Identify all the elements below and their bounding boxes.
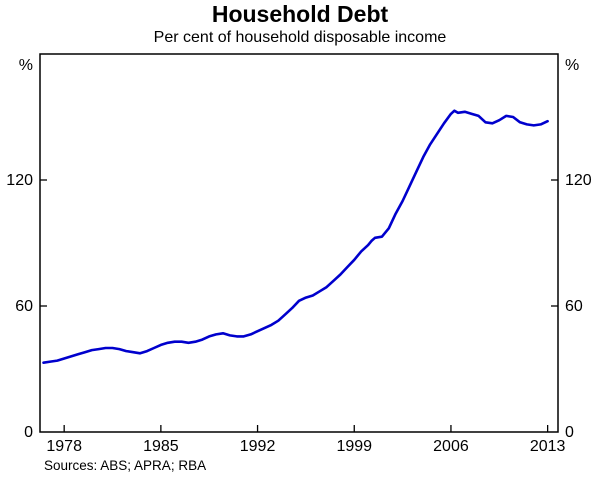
x-tick-label: 2006 xyxy=(433,438,469,455)
source-note: Sources: ABS; APRA; RBA xyxy=(44,458,207,473)
y-tick-label-left: 60 xyxy=(15,298,33,315)
unit-label-right: % xyxy=(565,57,579,74)
y-tick-label-right: 60 xyxy=(565,298,583,315)
y-tick-label-right: 0 xyxy=(565,424,574,441)
y-tick-label-right: 120 xyxy=(565,172,592,189)
y-tick-label-left: 0 xyxy=(24,424,33,441)
y-tick-label-left: 120 xyxy=(6,172,33,189)
chart-subtitle: Per cent of household disposable income xyxy=(153,29,447,46)
chart-title: Household Debt xyxy=(211,1,389,27)
household-debt-line xyxy=(42,109,549,364)
unit-label-left: % xyxy=(19,57,33,74)
x-tick-label: 2013 xyxy=(530,438,566,455)
plot-border xyxy=(39,53,559,433)
x-tick-label: 1978 xyxy=(46,438,82,455)
x-tick-label: 1985 xyxy=(143,438,179,455)
x-tick-label: 1999 xyxy=(336,438,372,455)
x-tick-label: 1992 xyxy=(240,438,276,455)
